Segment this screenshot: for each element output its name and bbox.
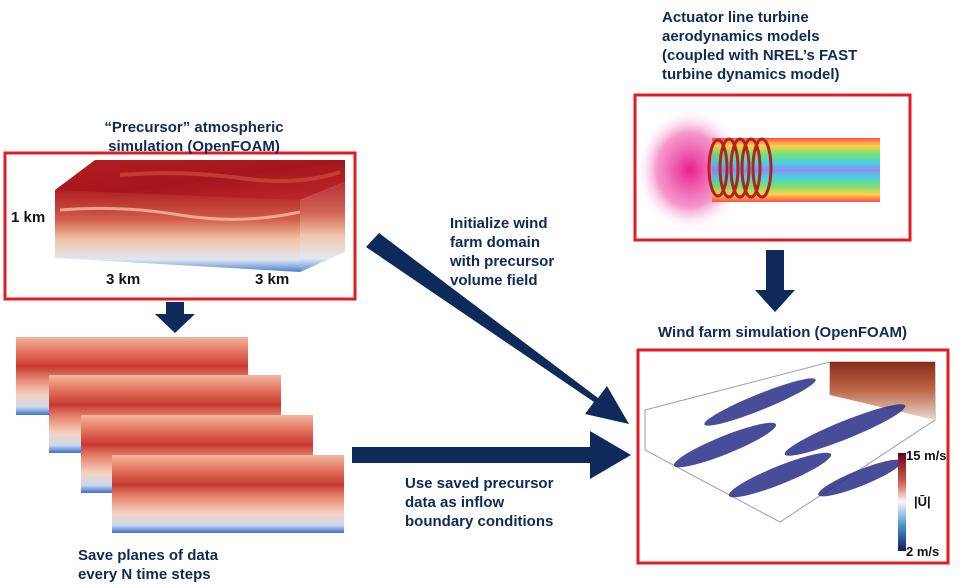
plane-4 <box>112 455 344 533</box>
windfarm-title: Wind farm simulation (OpenFOAM) <box>658 324 908 341</box>
actuator-wake <box>712 138 880 202</box>
arrow-down-actuator <box>755 250 795 312</box>
colorbar-min-label: 2 m/s <box>906 544 940 559</box>
planes-caption: Save planes of data every N time steps <box>78 546 298 584</box>
initialize-caption-line2: farm domain <box>450 234 541 251</box>
windfarm-colorbar <box>898 453 906 551</box>
colorbar-title: |Ū| <box>914 494 931 509</box>
precursor-dim-x: 3 km <box>106 271 141 288</box>
precursor-cube-top <box>55 160 345 200</box>
initialize-caption-line4: volume field <box>450 272 538 289</box>
initialize-caption-line1: Initialize wind <box>450 215 548 232</box>
precursor-dim-y: 3 km <box>255 271 290 288</box>
actuator-tip-vortices <box>707 137 773 199</box>
precursor-title-line1: “Precursor” atmospheric <box>104 119 284 136</box>
actuator-caption-line4: turbine dynamics model) <box>662 66 840 83</box>
saved-planes-stack <box>16 337 344 533</box>
actuator-caption-line2: aerodynamics models <box>662 28 820 45</box>
precursor-cube-front <box>55 190 300 272</box>
actuator-caption-line1: Actuator line turbine <box>662 9 809 26</box>
initialize-caption-line3: with precursor <box>450 253 555 270</box>
windfarm-inflow-plane <box>830 362 935 420</box>
precursor-dim-height: 1 km <box>11 209 46 226</box>
colorbar-max-label: 15 m/s <box>906 448 947 463</box>
arrow-diagonal-initialize <box>366 233 629 424</box>
inflow-caption-line2: data as inflow <box>405 494 505 511</box>
precursor-cube-side <box>300 182 345 272</box>
inflow-caption: Use saved precursor data as inflow bound… <box>405 474 605 531</box>
actuator-caption-line3: (coupled with NREL’s FAST <box>662 47 858 64</box>
precursor-title-line2: simulation (OpenFOAM) <box>108 138 280 155</box>
windfarm-wakes <box>673 378 906 498</box>
arrow-horizontal-inflow <box>352 431 631 479</box>
planes-caption-line1: Save planes of data <box>78 547 219 564</box>
actuator-caption: Actuator line turbine aerodynamics model… <box>662 8 902 84</box>
precursor-title: “Precursor” atmospheric simulation (Open… <box>64 118 324 156</box>
inflow-caption-line1: Use saved precursor <box>405 475 554 492</box>
initialize-caption: Initialize wind farm domain with precurs… <box>450 214 630 290</box>
arrow-down-precursor <box>155 302 195 333</box>
planes-caption-line2: every N time steps <box>78 566 211 583</box>
inflow-caption-line3: boundary conditions <box>405 513 554 530</box>
